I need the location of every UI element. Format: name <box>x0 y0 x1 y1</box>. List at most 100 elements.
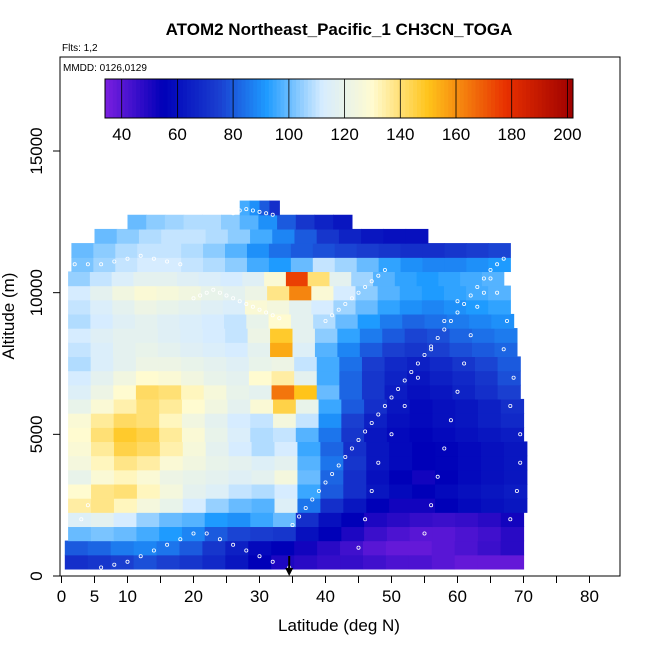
sample-point <box>369 488 374 493</box>
x-tick-label: 70 <box>514 587 533 606</box>
heat-cell <box>247 342 271 358</box>
heat-cell <box>64 554 89 570</box>
heat-cell <box>404 328 428 343</box>
heat-cell <box>424 313 448 329</box>
colorbar-segment <box>261 79 266 118</box>
heat-cell <box>444 243 467 258</box>
heat-cell <box>113 427 138 443</box>
heat-cell <box>341 398 365 414</box>
heat-cell <box>90 512 115 528</box>
colorbar-tick-label: 60 <box>168 125 187 144</box>
heat-cell <box>274 483 299 499</box>
sample-point <box>165 259 170 264</box>
sample-point <box>511 375 516 380</box>
heat-cell <box>314 328 338 343</box>
colorbar-segment <box>385 79 391 118</box>
heat-cell <box>356 243 380 258</box>
heat-cell <box>500 398 525 414</box>
heat-cell <box>228 455 253 471</box>
sample-point <box>343 454 348 459</box>
sample-point <box>277 316 282 321</box>
heat-cell <box>271 370 295 386</box>
heat-cell <box>412 455 436 471</box>
heat-cell <box>116 228 140 244</box>
colorbar-segment <box>537 79 543 118</box>
colorbar-segment <box>413 79 418 118</box>
colorbar-segment <box>506 79 512 118</box>
heat-cell <box>337 342 361 358</box>
heat-cell <box>407 370 431 386</box>
heat-cell <box>435 483 459 499</box>
heat-cell <box>247 328 271 343</box>
heat-cell <box>251 483 276 499</box>
heat-cell <box>311 285 335 301</box>
heat-cell <box>164 214 185 230</box>
colorbar-segment <box>452 79 457 118</box>
colorbar-segment <box>116 79 122 118</box>
heat-cell <box>91 469 115 485</box>
colorbar-segment <box>307 79 313 118</box>
sample-point <box>481 290 486 295</box>
heat-cell <box>179 540 204 556</box>
colorbar-segment <box>346 79 352 118</box>
colorbar-segment <box>491 79 496 118</box>
heat-cell <box>389 498 413 513</box>
heat-cell <box>93 257 116 273</box>
heat-cell <box>500 540 525 556</box>
heat-cell <box>225 328 249 343</box>
heat-cell <box>181 257 204 273</box>
sample-point <box>488 267 493 272</box>
colorbar-segment <box>276 79 281 118</box>
heat-cell <box>480 498 505 513</box>
heat-cell <box>157 342 181 358</box>
heat-cell <box>356 257 380 273</box>
colorbar-segment <box>128 79 133 118</box>
colorbar-segment <box>315 79 320 118</box>
heat-cell <box>156 285 180 301</box>
heat-cell <box>272 228 296 244</box>
heat-cell <box>134 299 158 315</box>
sample-point <box>402 403 407 408</box>
colorbar-segment <box>370 79 375 118</box>
heat-cell <box>90 370 114 386</box>
heat-cell <box>313 313 336 329</box>
heat-cell <box>113 441 138 457</box>
heat-cell <box>203 384 227 400</box>
sample-point <box>495 262 500 267</box>
heat-cell <box>225 540 249 556</box>
sample-point <box>330 471 335 476</box>
heat-cell <box>361 356 386 372</box>
heat-cell <box>361 370 386 386</box>
heat-cell <box>290 257 314 273</box>
heat-cell <box>477 413 502 428</box>
heat-cell <box>273 398 297 414</box>
heat-cell <box>466 257 489 273</box>
sample-point <box>422 352 427 357</box>
heat-cell <box>268 313 292 329</box>
sample-point <box>138 253 143 258</box>
heat-cell <box>222 299 246 315</box>
heat-cell <box>68 398 92 414</box>
heat-cell <box>386 526 411 542</box>
heat-cell <box>244 285 268 301</box>
x-tick-label: 80 <box>580 587 599 606</box>
heat-cell <box>289 299 312 315</box>
heat-cell <box>297 498 321 513</box>
heat-cell <box>449 342 473 358</box>
colorbar-segment <box>327 79 332 118</box>
heat-cell <box>316 370 340 386</box>
heat-cell <box>377 285 401 301</box>
heat-cell <box>297 469 321 485</box>
sample-point <box>429 347 434 352</box>
heat-cell <box>249 200 261 216</box>
colorbar-segment <box>479 79 484 118</box>
sample-point <box>455 299 460 304</box>
heat-cell <box>201 313 225 329</box>
colorbar-segment <box>264 79 270 118</box>
heat-cell <box>134 285 158 301</box>
sample-point <box>125 559 130 564</box>
heat-cell <box>183 228 207 244</box>
colorbar-segment <box>292 79 297 118</box>
heat-cell <box>90 342 114 358</box>
colorbar-segment <box>311 79 317 118</box>
